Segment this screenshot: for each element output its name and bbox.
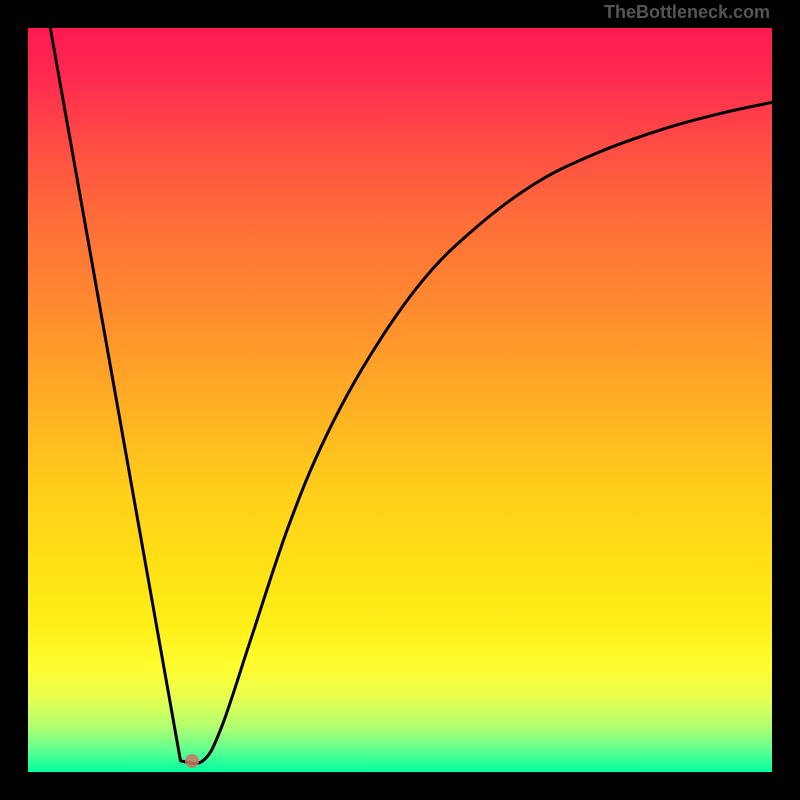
bottleneck-curve xyxy=(28,28,772,772)
attribution-text: TheBottleneck.com xyxy=(604,2,770,23)
optimum-marker xyxy=(185,754,199,768)
chart-container: TheBottleneck.com xyxy=(0,0,800,800)
plot-area xyxy=(28,28,772,772)
